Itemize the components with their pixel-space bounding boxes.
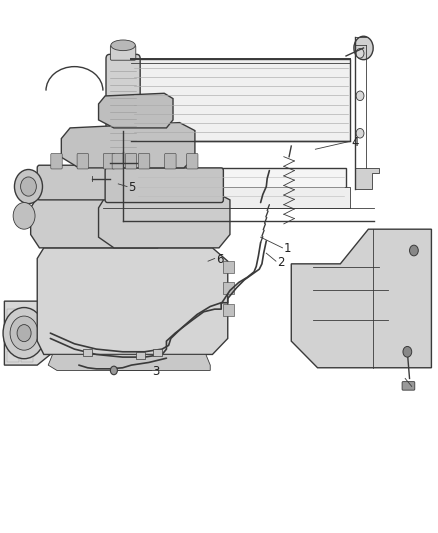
Bar (21, 351, 33, 362)
Circle shape (3, 308, 45, 359)
Circle shape (13, 203, 35, 229)
Bar (223, 304, 234, 316)
FancyBboxPatch shape (106, 54, 140, 156)
Bar (136, 352, 145, 359)
FancyBboxPatch shape (103, 163, 143, 192)
Polygon shape (31, 189, 166, 248)
Bar (131, 59, 350, 141)
Bar (21, 323, 33, 335)
Circle shape (10, 316, 38, 350)
Bar (7, 351, 19, 362)
FancyBboxPatch shape (77, 154, 88, 169)
FancyBboxPatch shape (125, 154, 137, 169)
Circle shape (17, 325, 31, 342)
Text: 3: 3 (152, 365, 160, 378)
FancyBboxPatch shape (37, 165, 155, 200)
Polygon shape (99, 192, 230, 248)
FancyBboxPatch shape (103, 154, 115, 169)
Polygon shape (37, 248, 228, 354)
Polygon shape (48, 354, 210, 370)
FancyBboxPatch shape (110, 45, 136, 60)
Polygon shape (291, 229, 431, 368)
Circle shape (410, 245, 418, 256)
Circle shape (110, 366, 117, 375)
FancyBboxPatch shape (105, 168, 223, 203)
Bar (136, 168, 346, 205)
Circle shape (403, 346, 412, 357)
Bar (223, 261, 234, 273)
Text: 2: 2 (277, 256, 285, 269)
Bar (7, 309, 19, 321)
FancyBboxPatch shape (51, 154, 62, 169)
Circle shape (356, 128, 364, 138)
Circle shape (14, 169, 42, 204)
Polygon shape (99, 93, 173, 128)
Text: 5: 5 (128, 181, 135, 194)
FancyBboxPatch shape (112, 154, 124, 169)
Polygon shape (4, 301, 50, 365)
Text: 1: 1 (284, 243, 291, 255)
Polygon shape (61, 123, 195, 168)
Circle shape (21, 177, 36, 196)
Circle shape (354, 36, 373, 60)
Bar (7, 337, 19, 349)
Polygon shape (355, 168, 379, 189)
Bar (153, 349, 162, 356)
Circle shape (356, 49, 364, 58)
Text: 4: 4 (352, 136, 359, 149)
Bar (83, 349, 92, 356)
Bar (21, 337, 33, 349)
FancyBboxPatch shape (187, 154, 198, 169)
Text: 6: 6 (216, 253, 223, 266)
Circle shape (356, 91, 364, 101)
Ellipse shape (111, 40, 135, 51)
FancyBboxPatch shape (138, 154, 150, 169)
Bar (21, 309, 33, 321)
FancyBboxPatch shape (165, 154, 176, 169)
FancyBboxPatch shape (402, 382, 415, 390)
Bar (223, 282, 234, 294)
Bar (131, 187, 350, 208)
Bar (7, 323, 19, 335)
